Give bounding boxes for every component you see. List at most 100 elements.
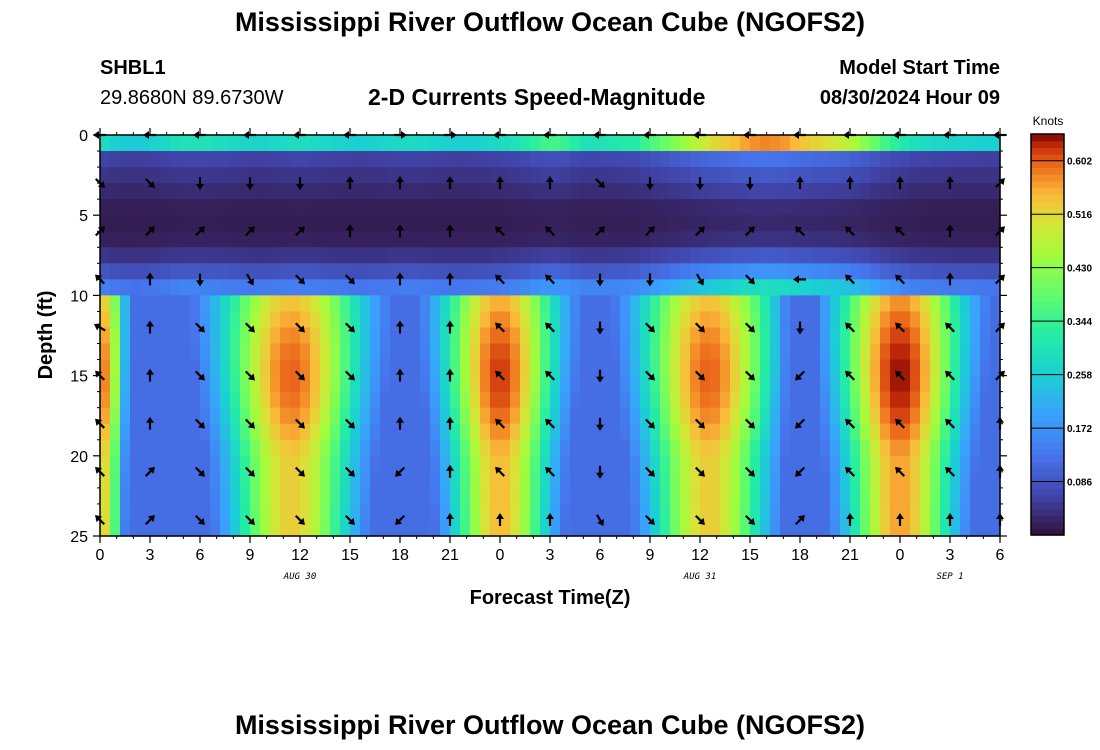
- heatmap-cell: [880, 503, 891, 521]
- heatmap-cell: [240, 519, 251, 537]
- heatmap-cell: [240, 503, 251, 521]
- heatmap-cell: [580, 327, 591, 345]
- heatmap-cell: [450, 487, 461, 505]
- heatmap-cell: [510, 503, 521, 521]
- heatmap-cell: [210, 263, 221, 280]
- heatmap-cell: [120, 487, 131, 505]
- heatmap-cell: [580, 375, 591, 393]
- heatmap-cell: [780, 375, 791, 393]
- heatmap-cell: [650, 391, 661, 409]
- heatmap-cell: [230, 231, 241, 248]
- heatmap-cell: [280, 503, 291, 521]
- heatmap-cell: [610, 487, 621, 505]
- current-vector-arrow: [294, 370, 305, 381]
- heatmap-cell: [280, 295, 291, 313]
- heatmap-cell: [580, 247, 591, 264]
- colorbar-tick-label: 0.172: [1067, 424, 1092, 435]
- heatmap-cell: [550, 455, 561, 473]
- heatmap-cell: [680, 311, 691, 329]
- heatmap-cell: [980, 279, 991, 296]
- heatmap-cell: [280, 407, 291, 425]
- heatmap-cell: [840, 519, 851, 537]
- heatmap-cell: [120, 279, 131, 296]
- heatmap-cell: [720, 183, 731, 200]
- heatmap-cell: [820, 343, 831, 361]
- heatmap-cell: [370, 439, 381, 457]
- heatmap-cell: [790, 375, 801, 393]
- heatmap-cell: [650, 423, 661, 441]
- heatmap-cell: [510, 455, 521, 473]
- heatmap-cell: [910, 455, 921, 473]
- heatmap-cell: [570, 423, 581, 441]
- heatmap-cell: [240, 487, 251, 505]
- heatmap-cell: [930, 391, 941, 409]
- heatmap-cell: [590, 151, 601, 168]
- heatmap-cell: [580, 455, 591, 473]
- heatmap-cell: [910, 423, 921, 441]
- heatmap-cell: [150, 183, 161, 200]
- heatmap-cell: [740, 439, 751, 457]
- heatmap-cell: [180, 215, 191, 232]
- heatmap-cell: [540, 151, 551, 168]
- colorbar-segment: [1031, 428, 1064, 436]
- heatmap-cell: [440, 519, 451, 537]
- heatmap-cell: [820, 247, 831, 264]
- current-vector-arrow: [596, 417, 604, 431]
- heatmap-cell: [320, 183, 331, 200]
- heatmap-cell: [640, 167, 651, 184]
- heatmap-cell: [960, 359, 971, 377]
- heatmap-cell: [290, 471, 301, 489]
- heatmap-cell: [610, 263, 621, 280]
- heatmap-cell: [140, 311, 151, 329]
- heatmap-cell: [350, 167, 361, 184]
- heatmap-cell: [300, 279, 311, 296]
- heatmap-cell: [510, 391, 521, 409]
- heatmap-cell: [770, 503, 781, 521]
- heatmap-cell: [320, 263, 331, 280]
- heatmap-cell: [460, 215, 471, 232]
- heatmap-cell: [830, 135, 841, 152]
- heatmap-cell: [850, 295, 861, 313]
- current-vector-arrow: [194, 322, 205, 333]
- heatmap-cell: [990, 167, 1001, 184]
- heatmap-cell: [130, 519, 141, 537]
- heatmap-cell: [620, 231, 631, 248]
- heatmap-cell: [610, 391, 621, 409]
- heatmap-cell: [480, 151, 491, 168]
- heatmap-cell: [530, 183, 541, 200]
- heatmap-cell: [920, 487, 931, 505]
- heatmap-cell: [540, 167, 551, 184]
- heatmap-cell: [120, 391, 131, 409]
- heatmap-cell: [170, 311, 181, 329]
- heatmap-cell: [400, 215, 411, 232]
- heatmap-cell: [740, 215, 751, 232]
- heatmap-cell: [900, 375, 911, 393]
- heatmap-cell: [410, 327, 421, 345]
- heatmap-cell: [370, 311, 381, 329]
- heatmap-cell: [350, 199, 361, 216]
- heatmap-cell: [430, 263, 441, 280]
- colorbar-segment: [1031, 274, 1064, 282]
- heatmap-cell: [850, 135, 861, 152]
- current-vector-arrow: [694, 370, 705, 381]
- heatmap-cell: [260, 279, 271, 296]
- heatmap-cell: [290, 135, 301, 152]
- heatmap-cell: [160, 151, 171, 168]
- heatmap-cell: [390, 151, 401, 168]
- heatmap-cell: [560, 167, 571, 184]
- heatmap-cell: [630, 375, 641, 393]
- heatmap-cell: [820, 295, 831, 313]
- heatmap-cell: [660, 519, 671, 537]
- heatmap-cell: [460, 375, 471, 393]
- heatmap-cell: [850, 199, 861, 216]
- heatmap-cell: [770, 471, 781, 489]
- heatmap-cell: [520, 503, 531, 521]
- heatmap-cell: [680, 247, 691, 264]
- heatmap-cell: [270, 375, 281, 393]
- heatmap-cell: [970, 391, 981, 409]
- heatmap-cell: [950, 391, 961, 409]
- heatmap-cell: [930, 151, 941, 168]
- heatmap-cell: [210, 471, 221, 489]
- heatmap-cell: [640, 311, 651, 329]
- heatmap-cell: [400, 151, 411, 168]
